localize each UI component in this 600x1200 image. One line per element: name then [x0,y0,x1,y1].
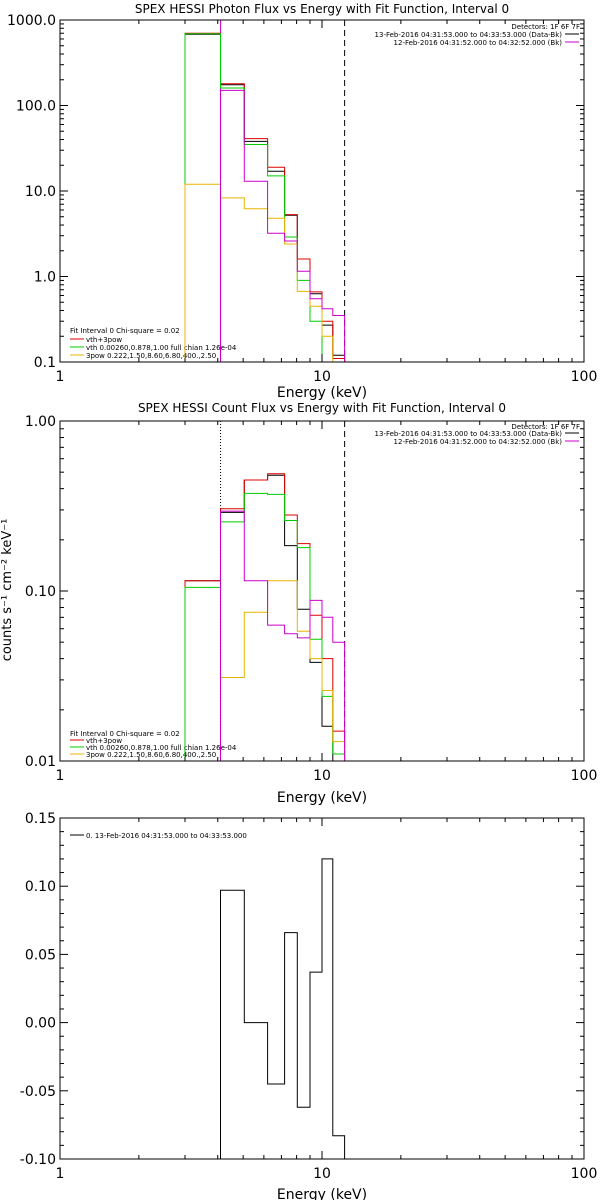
photon-ytick-label: 1000.0 [7,13,56,29]
photon-fit-header: Fit Interval 0 Chi-square = 0.02 [70,327,180,335]
photon-series-data [184,33,346,362]
count-ytick-label: 1.00 [25,414,56,430]
count-title: SPEX HESSI Count Flux vs Energy with Fit… [138,401,506,415]
count-series-bk [220,510,346,761]
count-series-data [184,474,334,761]
count-fit-entry-2: 3pow 0.222,1.50,8.60,6.80,400.,2.50 [86,751,216,759]
residual-panel: 0. 13-Feb-2016 04:31:53.000 to 04:33:53.… [20,811,598,1200]
count-xtick-label: 10 [313,768,331,784]
photon-ytick-label: 10.0 [25,184,56,200]
count-series-3pow [220,580,346,761]
residual-xtick-label: 100 [571,1166,598,1182]
photon-time-legend-1: 12-Feb-2016 04:31:52.000 to 04:32:52.000… [394,39,563,47]
count-time-legend-1: 12-Feb-2016 04:31:52.000 to 04:32:52.000… [394,438,563,446]
photon-time-legend-0: 13-Feb-2016 04:31:53.000 to 04:33:53.000… [375,31,563,39]
photon-fit-entry-0: vth+3pow [86,336,122,344]
photon-series-3pow [184,183,334,362]
count-fit-header: Fit Interval 0 Chi-square = 0.02 [70,730,180,738]
count-flux-panel: SPEX HESSI Count Flux vs Energy with Fit… [0,401,597,806]
photon-xtick-label: 10 [313,369,331,385]
photon-ytick-label: 100.0 [16,99,56,115]
residual-series-residual [220,858,346,1159]
photon-xtick-label: 1 [56,369,65,385]
photon-fit-entry-1: vth 0.00260,0.878,1.00 full chian 1.26e-… [86,344,237,352]
photon-title: SPEX HESSI Photon Flux vs Energy with Fi… [135,2,509,16]
count-time-legend-0: 13-Feb-2016 04:31:53.000 to 04:33:53.000… [375,430,563,438]
residual-xtick-label: 1 [56,1166,65,1182]
photon-ytick-label: 0.1 [34,355,56,371]
photon-series-vth [184,33,334,362]
residual-xtick-label: 10 [313,1166,331,1182]
count-detectors: Detectors: 1F 6F 7F [511,423,580,431]
photon-flux-panel: SPEX HESSI Photon Flux vs Energy with Fi… [7,2,597,401]
residual-legend: 0. 13-Feb-2016 04:31:53.000 to 04:33:53.… [86,832,247,840]
count-ytick-label: 0.10 [25,584,56,600]
count-xtick-label: 1 [56,768,65,784]
count-fit-entry-0: vth+3pow [86,737,122,745]
photon-series-vth+3pow [184,32,346,362]
photon-series-bk [220,89,346,362]
residual-ytick-label: 0.05 [25,947,56,963]
photon-xlabel: Energy (keV) [277,385,367,401]
residual-ytick-label: 0.00 [25,1016,56,1032]
residual-ytick-label: -0.05 [20,1084,56,1100]
count-ylabel: counts s⁻¹ cm⁻² keV⁻¹ [0,519,15,662]
count-fit-entry-1: vth 0.00260,0.878,1.00 full chian 1.26e-… [86,744,237,752]
count-series-vth [184,492,346,761]
photon-fit-entry-2: 3pow 0.222,1.50,8.60,6.80,400.,2.50 [86,352,216,360]
count-series-vth+3pow [184,473,346,761]
residual-ytick-label: 0.10 [25,879,56,895]
photon-ytick-label: 1.0 [34,270,56,286]
photon-xtick-label: 100 [571,369,598,385]
count-xtick-label: 100 [571,768,598,784]
count-xlabel: Energy (keV) [277,790,367,806]
photon-detectors: Detectors: 1F 6F 7F [511,23,580,31]
count-ytick-label: 0.01 [25,754,56,770]
residual-xlabel: Energy (keV) [277,1187,367,1200]
residual-ytick-label: 0.15 [25,811,56,827]
residual-ytick-label: -0.10 [20,1152,56,1168]
